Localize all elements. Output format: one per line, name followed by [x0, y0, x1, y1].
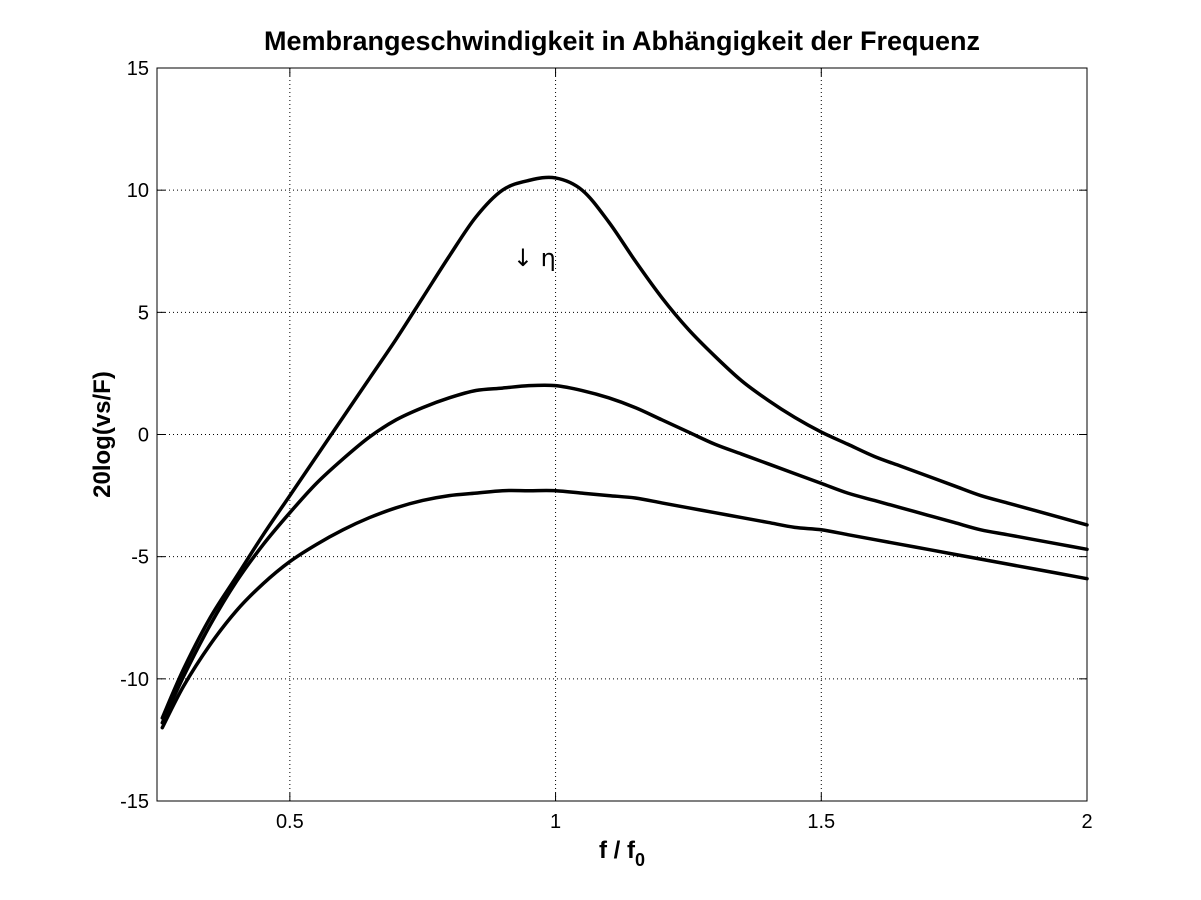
y-tick-label: -15	[120, 791, 149, 813]
x-axis-label-main: f / f	[599, 837, 636, 864]
series-line-2	[160, 383, 1089, 725]
series-line-3	[160, 488, 1089, 730]
x-axis-label-subscript: 0	[635, 850, 645, 870]
y-tick-label: 10	[127, 180, 149, 202]
x-tick-label: 2	[1081, 811, 1092, 833]
y-axis-label: 20log(vs/F)	[89, 371, 116, 498]
grid-lines	[157, 68, 1087, 801]
y-tick-label: 0	[138, 425, 149, 447]
y-tick-label: 5	[138, 302, 149, 324]
y-tick-label: 15	[127, 58, 149, 80]
series-line-1	[160, 175, 1089, 720]
x-tick-label: 1.5	[807, 811, 835, 833]
x-axis-label: f / f0	[599, 837, 645, 870]
series-lines	[160, 175, 1089, 730]
y-tick-label: -5	[131, 547, 149, 569]
eta-annotation: ↓ η	[513, 244, 556, 272]
chart-title: Membrangeschwindigkeit in Abhängigkeit d…	[264, 26, 980, 56]
y-tick-label: -10	[120, 669, 149, 691]
axis-ticks	[157, 67, 1088, 802]
x-tick-label: 0.5	[276, 811, 304, 833]
x-tick-label: 1	[550, 811, 561, 833]
tick-labels: 0.5 1 1.5 2 -15 -10 -5 0 5 10 15	[120, 58, 1092, 833]
